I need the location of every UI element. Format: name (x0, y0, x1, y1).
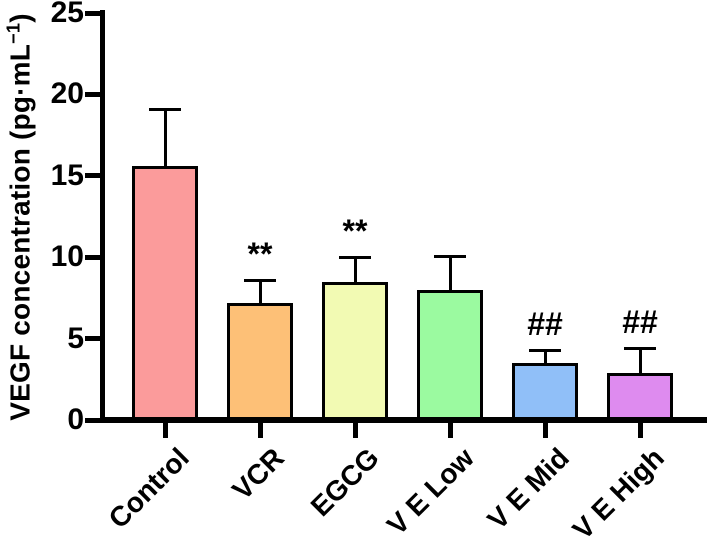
x-tick-mark-v-e-low (448, 423, 453, 438)
significance-label-v-e-mid: ## (527, 306, 563, 342)
error-bar-stem-v-e-high (639, 348, 642, 374)
error-bar-cap-control (149, 108, 181, 111)
y-tick-label: 20 (50, 77, 84, 110)
error-bar-cap-v-e-mid (529, 349, 561, 352)
y-axis-line (100, 10, 105, 423)
x-tick-mark-egcg (353, 423, 358, 438)
x-tick-label-control: Control (102, 442, 195, 535)
error-bar-cap-v-e-high (624, 347, 656, 350)
x-tick-mark-v-e-mid (543, 423, 548, 438)
x-tick-mark-vcr (258, 423, 263, 438)
x-axis-line (100, 417, 707, 423)
y-tick-label: 0 (67, 403, 84, 436)
error-bar-stem-control (164, 109, 167, 168)
error-bar-stem-v-e-mid (544, 350, 547, 365)
y-tick-mark (85, 336, 105, 341)
significance-label-vcr: ** (247, 236, 273, 272)
y-tick-mark (85, 418, 105, 423)
y-tick-mark (85, 173, 105, 178)
x-tick-mark-control (163, 423, 168, 438)
error-bar-stem-v-e-low (449, 256, 452, 292)
bar-v-e-high (607, 373, 673, 420)
y-tick-mark (85, 92, 105, 97)
y-tick-label: 5 (67, 322, 84, 355)
error-bar-cap-egcg (339, 256, 371, 259)
bar-v-e-mid (512, 363, 578, 420)
bar-v-e-low (417, 290, 483, 420)
error-bar-stem-egcg (354, 257, 357, 283)
error-bar-stem-vcr (259, 280, 262, 305)
error-bar-cap-v-e-low (434, 255, 466, 258)
significance-label-egcg: ** (342, 213, 368, 249)
bar-vcr (227, 303, 293, 420)
x-tick-mark-v-e-high (638, 423, 643, 438)
bar-egcg (322, 282, 388, 420)
y-tick-label: 15 (50, 159, 84, 192)
y-tick-label: 10 (50, 240, 84, 273)
y-tick-mark (85, 11, 105, 16)
significance-label-v-e-high: ## (622, 304, 658, 340)
error-bar-cap-vcr (244, 279, 276, 282)
y-tick-mark (85, 255, 105, 260)
bar-control (132, 166, 198, 420)
y-tick-label: 25 (50, 0, 84, 29)
